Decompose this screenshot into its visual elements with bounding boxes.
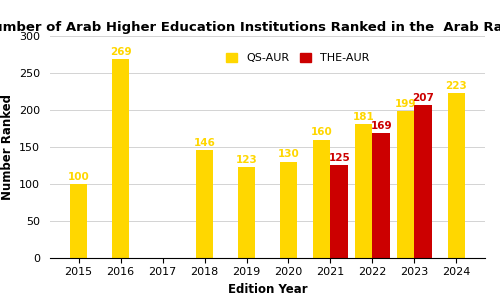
- Bar: [355, 124, 372, 258]
- Text: 223: 223: [446, 81, 468, 91]
- Text: 146: 146: [194, 138, 216, 148]
- Bar: [238, 167, 256, 258]
- Text: 199: 199: [395, 98, 416, 108]
- Text: 181: 181: [353, 112, 374, 122]
- Text: 130: 130: [278, 149, 299, 159]
- Text: 269: 269: [110, 47, 132, 57]
- Text: 100: 100: [68, 171, 90, 181]
- Text: 160: 160: [311, 127, 332, 137]
- Text: 125: 125: [328, 153, 350, 163]
- Bar: [313, 140, 330, 258]
- Bar: [196, 150, 214, 258]
- Bar: [70, 184, 87, 258]
- Bar: [414, 105, 432, 258]
- Text: 207: 207: [412, 93, 434, 103]
- Bar: [397, 111, 414, 258]
- Bar: [330, 165, 348, 258]
- Text: 123: 123: [236, 155, 258, 165]
- Bar: [372, 133, 390, 258]
- Bar: [280, 162, 297, 258]
- X-axis label: Edition Year: Edition Year: [228, 283, 308, 296]
- Title: Number of Arab Higher Education Institutions Ranked in the  Arab Rankings: Number of Arab Higher Education Institut…: [0, 21, 500, 34]
- Bar: [448, 93, 465, 258]
- Text: 169: 169: [370, 121, 392, 131]
- Y-axis label: Number Ranked: Number Ranked: [0, 94, 14, 200]
- Bar: [112, 59, 130, 258]
- Legend: QS-AUR, THE-AUR: QS-AUR, THE-AUR: [222, 48, 374, 68]
